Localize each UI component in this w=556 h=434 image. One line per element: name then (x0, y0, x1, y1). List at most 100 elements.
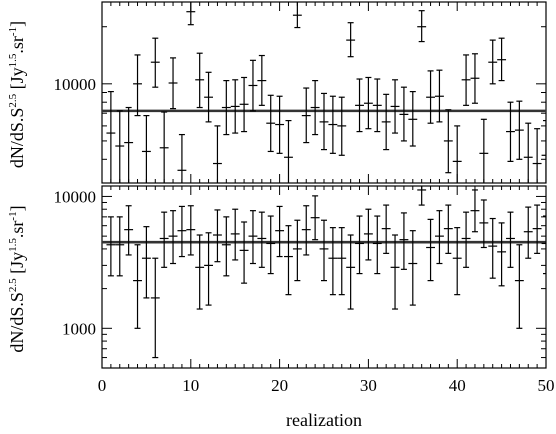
data-point (372, 78, 382, 133)
data-point (168, 210, 178, 265)
data-point (213, 209, 222, 263)
y-tick-label: 10000 (54, 187, 97, 206)
data-point (435, 210, 444, 265)
superscript: 1.5 (7, 238, 19, 252)
data-point (497, 222, 507, 287)
data-point (479, 199, 489, 249)
data-point (319, 92, 329, 151)
panel-frame (101, 1, 547, 184)
data-point (204, 232, 213, 306)
data-point (470, 53, 480, 104)
data-point (301, 205, 311, 256)
data-point (239, 76, 249, 133)
axis-title-part: dN/dS.S (7, 292, 27, 353)
y-axis-title: dN/dS.S2.5 [Jy1.5.sr-1] (7, 21, 27, 168)
data-point (257, 211, 267, 268)
data-point (461, 211, 471, 268)
data-point (346, 234, 356, 310)
data-point (452, 125, 462, 183)
data-point (124, 205, 134, 256)
data-point (426, 218, 435, 282)
data-point (479, 118, 489, 183)
data-point (532, 128, 542, 183)
data-point (266, 94, 276, 153)
data-point (337, 227, 347, 296)
data-point (541, 119, 546, 183)
data-point (275, 205, 285, 258)
data-point (168, 57, 178, 110)
data-point (443, 109, 453, 174)
superscript: 1.5 (7, 53, 19, 67)
data-point (292, 2, 302, 29)
data-point (417, 10, 427, 43)
data-point (363, 208, 373, 261)
x-tick-label: 50 (538, 376, 555, 395)
data-point (150, 37, 160, 88)
superscript: 2.5 (7, 278, 19, 292)
data-point (372, 215, 382, 275)
data-point (506, 211, 515, 268)
data-point (266, 215, 276, 275)
data-point (133, 244, 142, 329)
data-point (177, 205, 187, 258)
data-point (319, 219, 329, 282)
data-point (390, 79, 400, 134)
data-point (177, 133, 187, 183)
y-axis-title-text: dN/dS.S2.5 [Jy1.5.sr-1] (7, 21, 27, 168)
data-point (381, 204, 391, 254)
axis-title-part: [Jy (7, 252, 27, 279)
data-point (363, 76, 373, 130)
data-point (186, 205, 196, 256)
data-point (470, 189, 480, 233)
data-point (328, 227, 338, 296)
data-point (106, 90, 116, 183)
data-point (213, 125, 222, 183)
data-point (497, 37, 507, 82)
data-point (514, 244, 524, 329)
data-point (230, 79, 240, 134)
axis-title-part: [Jy (7, 67, 27, 94)
data-point (355, 78, 364, 133)
data-point (532, 204, 542, 254)
data-point (292, 219, 302, 282)
x-tick-label: 30 (360, 376, 377, 395)
axis-title-part: .sr (7, 221, 27, 239)
data-point (124, 106, 134, 183)
data-point (408, 90, 418, 147)
data-point (257, 54, 267, 106)
x-axis-title: realization (286, 410, 362, 430)
data-point (523, 206, 533, 259)
data-point (221, 79, 231, 136)
data-point (248, 59, 258, 112)
data-point (150, 257, 160, 359)
data-point (523, 122, 533, 183)
data-point (195, 234, 205, 310)
data-point (133, 54, 142, 117)
data-point (115, 216, 125, 277)
panel-top: 10000 dN/dS.S2.5 [Jy1.5.sr-1] (7, 1, 547, 184)
data-point (284, 119, 293, 183)
data-point (408, 230, 418, 306)
axis-title-part: ] (7, 21, 27, 27)
y-axis-title: dN/dS.S2.5 [Jy1.5.sr-1] (7, 205, 27, 352)
data-point (141, 226, 151, 299)
axis-title-part: .sr (7, 36, 27, 54)
data-point (159, 211, 169, 268)
data-point (141, 114, 151, 183)
data-point (488, 217, 498, 279)
superscript: 2.5 (7, 93, 19, 107)
x-tick-label: 40 (449, 376, 466, 395)
data-point (230, 208, 240, 261)
data-point (381, 93, 391, 151)
superscript: -1 (7, 27, 19, 36)
data-point (328, 95, 338, 154)
data-points (106, 186, 546, 359)
x-tick-label: 10 (182, 376, 199, 395)
data-point (426, 70, 435, 124)
data-point (506, 101, 515, 162)
data-point (221, 216, 231, 277)
data-point (239, 221, 249, 284)
data-point (195, 52, 205, 109)
data-point (337, 96, 347, 156)
